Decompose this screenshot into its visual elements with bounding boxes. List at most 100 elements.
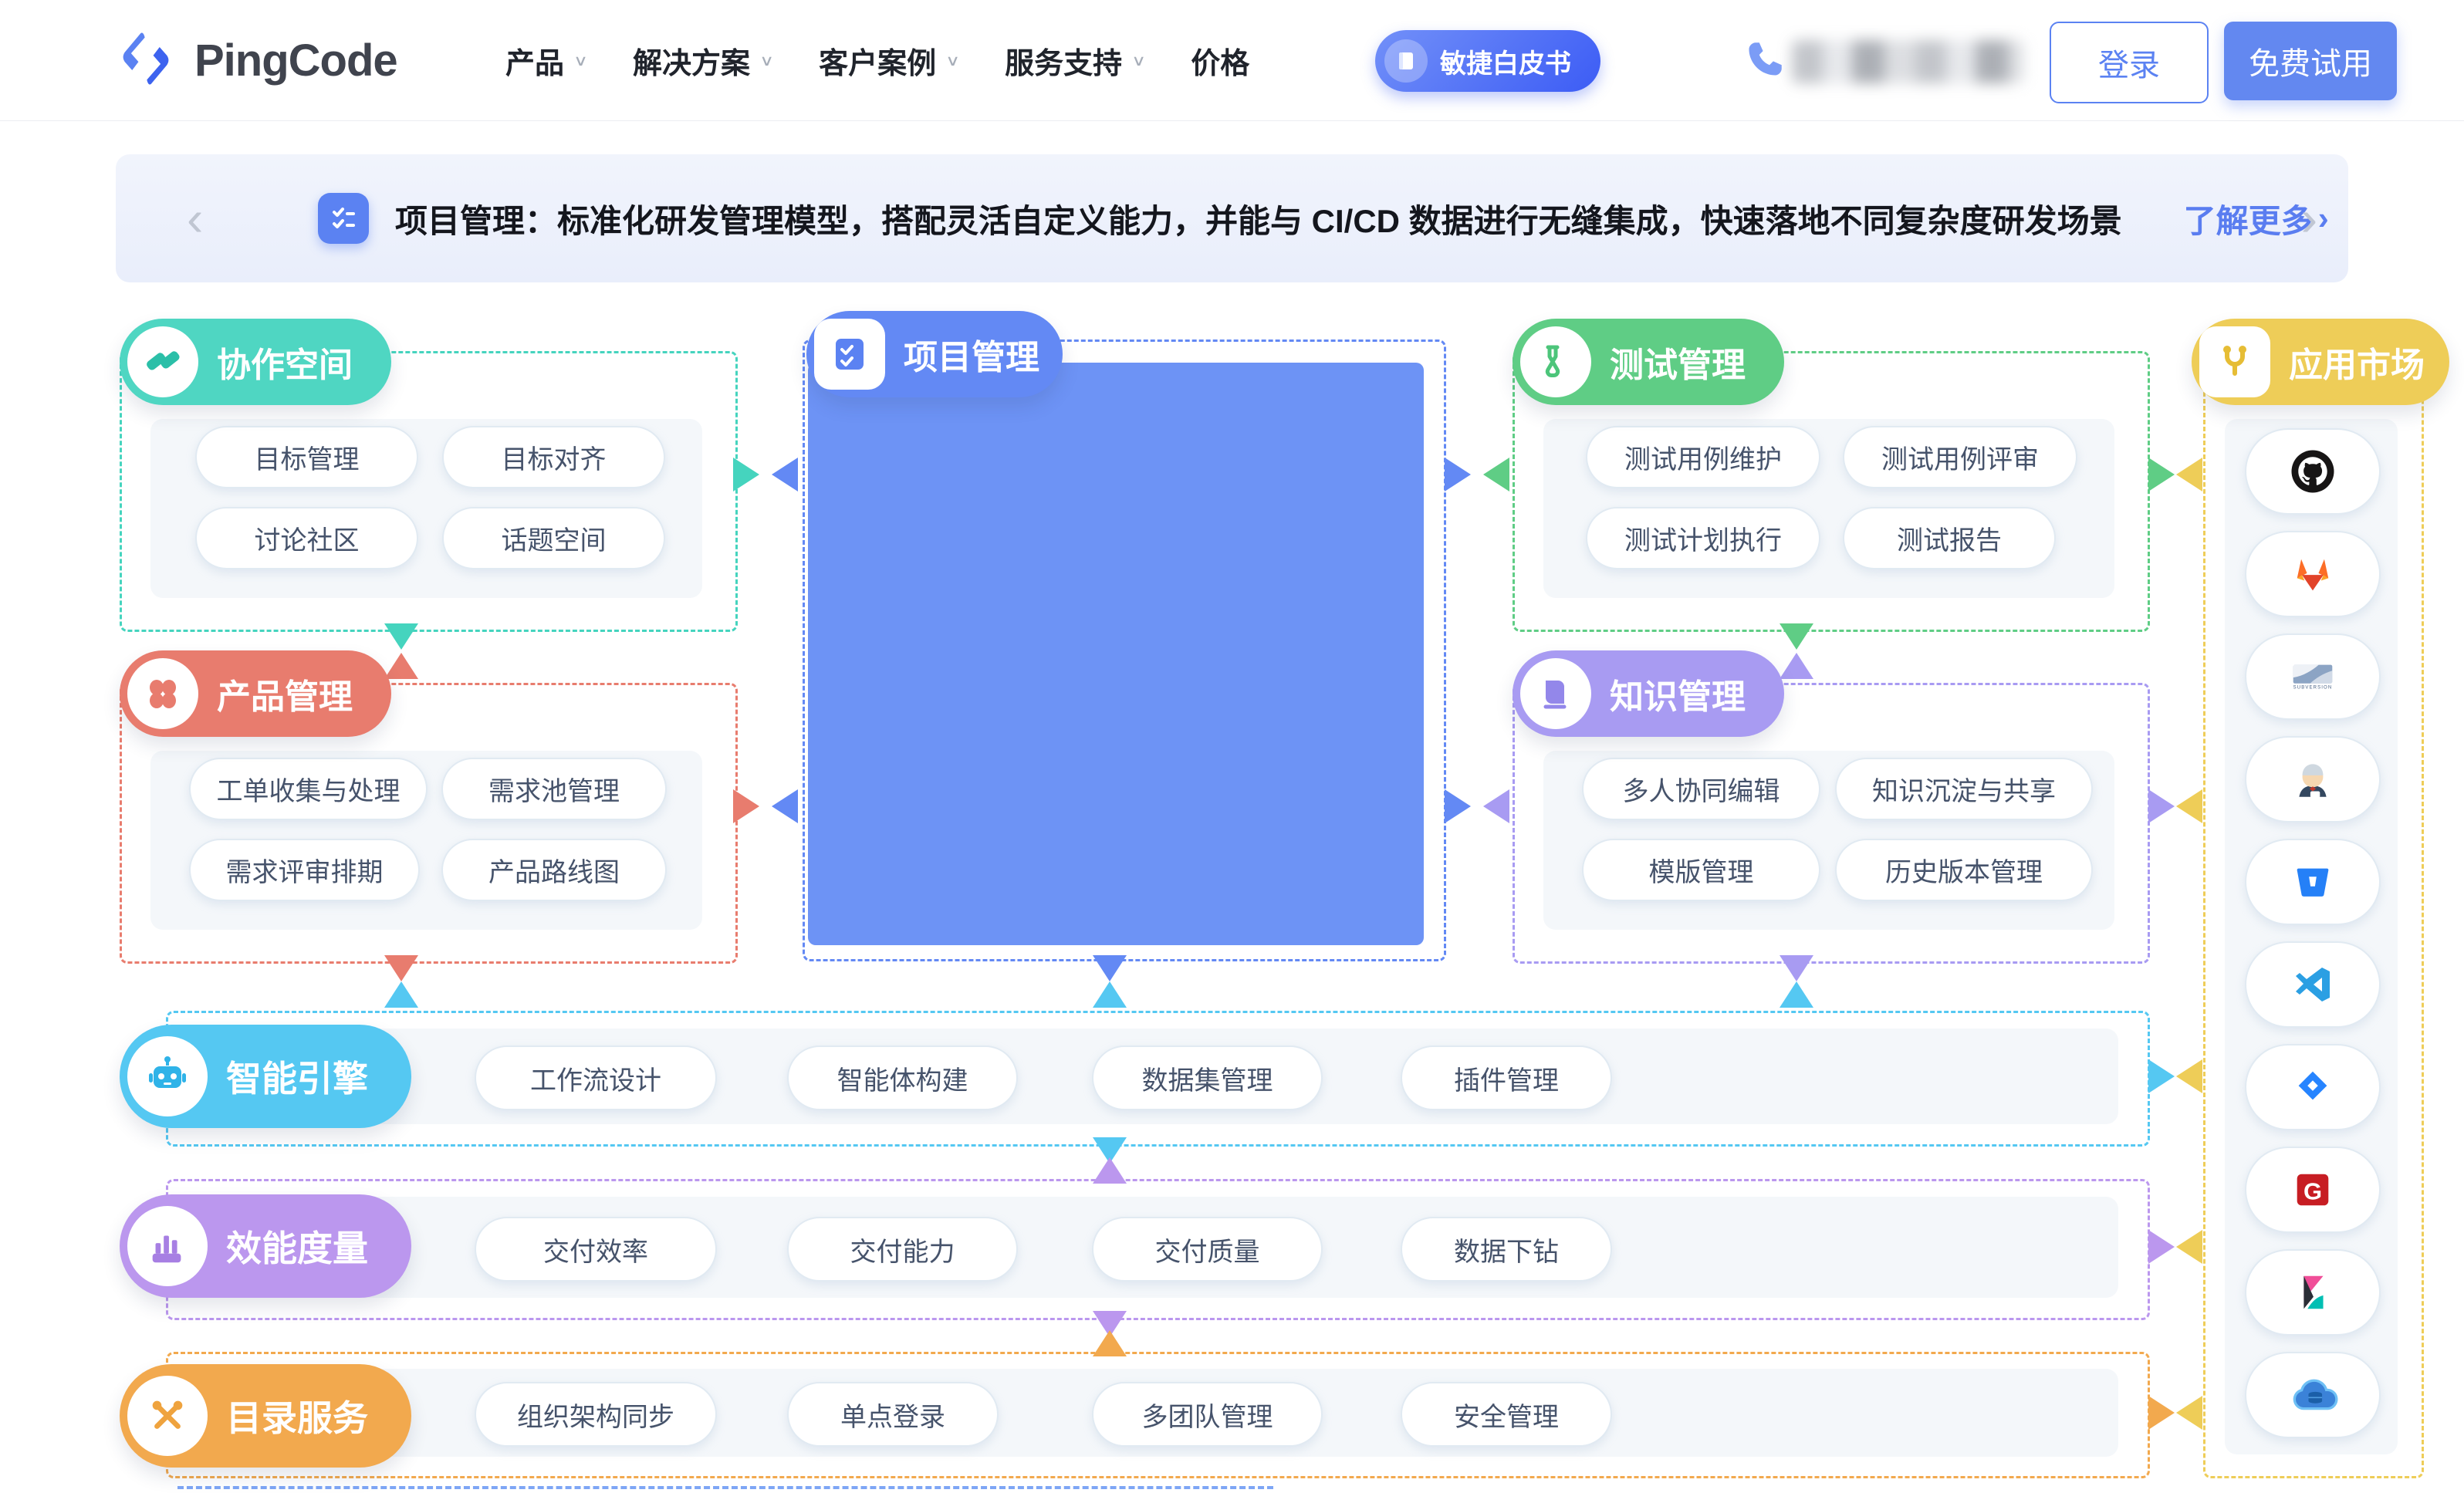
connector-arrow xyxy=(1093,1330,1127,1356)
nav-item-pricing[interactable]: 价格 xyxy=(1191,47,1250,80)
connector-arrow xyxy=(1093,981,1127,1008)
connector-arrow xyxy=(384,955,418,981)
whitepaper-badge[interactable]: 敏捷白皮书 xyxy=(1375,30,1600,92)
chevron-down-icon: ∨ xyxy=(759,51,775,69)
project-group-header: 项目管理 xyxy=(806,311,1063,397)
learn-more-link[interactable]: 了解更多 › xyxy=(2183,200,2329,239)
nav-item-customers[interactable]: 客户案例 ∨ xyxy=(819,47,961,80)
collab-group-border xyxy=(120,351,738,632)
book-icon xyxy=(1384,39,1428,83)
nav-item-support[interactable]: 服务支持 ∨ xyxy=(1005,47,1147,80)
cloud-icon xyxy=(2245,1352,2381,1438)
checklist-icon xyxy=(318,193,369,244)
connector-arrow xyxy=(2176,1230,2202,1264)
carousel-prev-button[interactable]: ‹ xyxy=(187,191,204,246)
connector-arrow xyxy=(2148,1059,2175,1093)
connector-arrow xyxy=(2148,458,2175,491)
gitlab-icon xyxy=(2245,531,2381,617)
feature-chip: 工单收集与处理 xyxy=(189,758,428,820)
feature-chip: 目标管理 xyxy=(195,426,418,488)
handshake-icon xyxy=(127,326,198,397)
main-nav: 产品 ∨ 解决方案 ∨ 客户案例 ∨ 服务支持 ∨ 价格 xyxy=(505,0,1249,120)
feature-chip: 安全管理 xyxy=(1401,1382,1612,1447)
carousel-next-button[interactable]: › xyxy=(2300,191,2317,246)
phone-contact xyxy=(1742,37,2023,86)
feature-chip: 多人协同编辑 xyxy=(1582,758,1820,820)
feature-chip: 知识沉淀与共享 xyxy=(1835,758,2093,820)
feature-chip: 智能体构建 xyxy=(787,1045,1018,1110)
feature-chip: 插件管理 xyxy=(1401,1045,1612,1110)
connector-arrow xyxy=(384,653,418,679)
feature-chip: 测试用例评审 xyxy=(1843,426,2077,488)
phone-number-blurred xyxy=(1792,39,2023,83)
metrics-group-header: 效能度量 xyxy=(120,1194,411,1298)
connector-arrow xyxy=(2176,1396,2202,1430)
knowledge-group-header: 知识管理 xyxy=(1513,650,1784,737)
github-icon xyxy=(2245,428,2381,515)
feature-chip: 数据集管理 xyxy=(1092,1045,1323,1110)
group-title: 应用市场 xyxy=(2289,346,2425,384)
tools-icon xyxy=(127,1376,208,1456)
feature-chip: 测试报告 xyxy=(1843,507,2056,569)
bitbucket-icon xyxy=(2245,839,2381,925)
feature-chip: 组织架构同步 xyxy=(475,1382,717,1447)
top-navbar: PingCode 产品 ∨ 解决方案 ∨ 客户案例 ∨ 服务支持 ∨ 价格 敏捷白皮书 … xyxy=(0,0,2464,121)
test-group-border xyxy=(1513,351,2150,632)
connector-arrow xyxy=(1093,1157,1127,1184)
connector-arrow xyxy=(1780,623,1813,650)
jenkins-icon xyxy=(2245,736,2381,823)
group-title: 目录服务 xyxy=(226,1398,368,1438)
subversion-icon: SUBVERSION xyxy=(2245,633,2381,720)
feature-chip: 单点登录 xyxy=(787,1382,999,1447)
banner-text: 项目管理：标准化研发管理模型，搭配灵活自定义能力，并能与 CI/CD 数据进行无… xyxy=(395,202,2122,239)
directory-group-header: 目录服务 xyxy=(120,1364,411,1468)
feature-chip: 测试计划执行 xyxy=(1586,507,1820,569)
connector-arrow xyxy=(733,789,759,823)
connector-arrow xyxy=(384,981,418,1008)
connector-arrow xyxy=(2176,1059,2202,1093)
connector-arrow xyxy=(2176,458,2202,491)
group-title: 产品管理 xyxy=(217,678,353,716)
connector-arrow xyxy=(2176,789,2202,823)
free-trial-button[interactable]: 免费试用 xyxy=(2224,22,2397,100)
nav-item-solutions[interactable]: 解决方案 ∨ xyxy=(633,47,775,80)
svg-text:G: G xyxy=(2303,1178,2322,1205)
connector-arrow xyxy=(1483,789,1509,823)
branch-fork-icon xyxy=(2199,326,2270,397)
connector-arrow xyxy=(2148,1230,2175,1264)
connector-arrow xyxy=(1445,789,1471,823)
book-icon xyxy=(1520,658,1591,729)
announcement-banner: ‹ 项目管理：标准化研发管理模型，搭配灵活自定义能力，并能与 CI/CD 数据进… xyxy=(116,154,2348,282)
group-title: 项目管理 xyxy=(904,339,1039,377)
collab-group-header: 协作空间 xyxy=(120,319,391,405)
product-group-header: 产品管理 xyxy=(120,650,391,737)
connector-arrow xyxy=(2148,1396,2175,1430)
nav-item-products[interactable]: 产品 ∨ xyxy=(505,47,589,80)
robot-icon xyxy=(127,1036,208,1116)
connector-arrow xyxy=(1780,955,1813,981)
feature-chip: 产品路线图 xyxy=(441,839,667,901)
jira-icon xyxy=(2245,1044,2381,1130)
feature-chip: 多团队管理 xyxy=(1092,1382,1323,1447)
feature-chip: 交付效率 xyxy=(475,1217,717,1282)
feature-chip: 工作流设计 xyxy=(475,1045,717,1110)
gitee-icon: G xyxy=(2245,1147,2381,1233)
feature-chip: 交付质量 xyxy=(1092,1217,1323,1282)
vscode-icon xyxy=(2245,941,2381,1028)
next-section-border xyxy=(177,1486,1273,1489)
pingcode-logo[interactable]: PingCode xyxy=(114,0,398,120)
connector-arrow xyxy=(1483,458,1509,491)
connector-arrow xyxy=(384,623,418,650)
product-group-border xyxy=(120,683,738,964)
bar-chart-icon xyxy=(127,1206,208,1286)
connector-arrow xyxy=(733,458,759,491)
connector-arrow xyxy=(1093,955,1127,981)
knowledge-group-border xyxy=(1513,683,2150,964)
login-button[interactable]: 登录 xyxy=(2050,22,2209,103)
chevron-down-icon: ∨ xyxy=(573,51,589,69)
project-clipboard-icon xyxy=(814,319,885,390)
connector-arrow xyxy=(1780,653,1813,679)
connector-arrow xyxy=(1780,981,1813,1008)
pingcode-logo-icon xyxy=(114,27,177,94)
chevron-down-icon: ∨ xyxy=(1131,51,1147,69)
